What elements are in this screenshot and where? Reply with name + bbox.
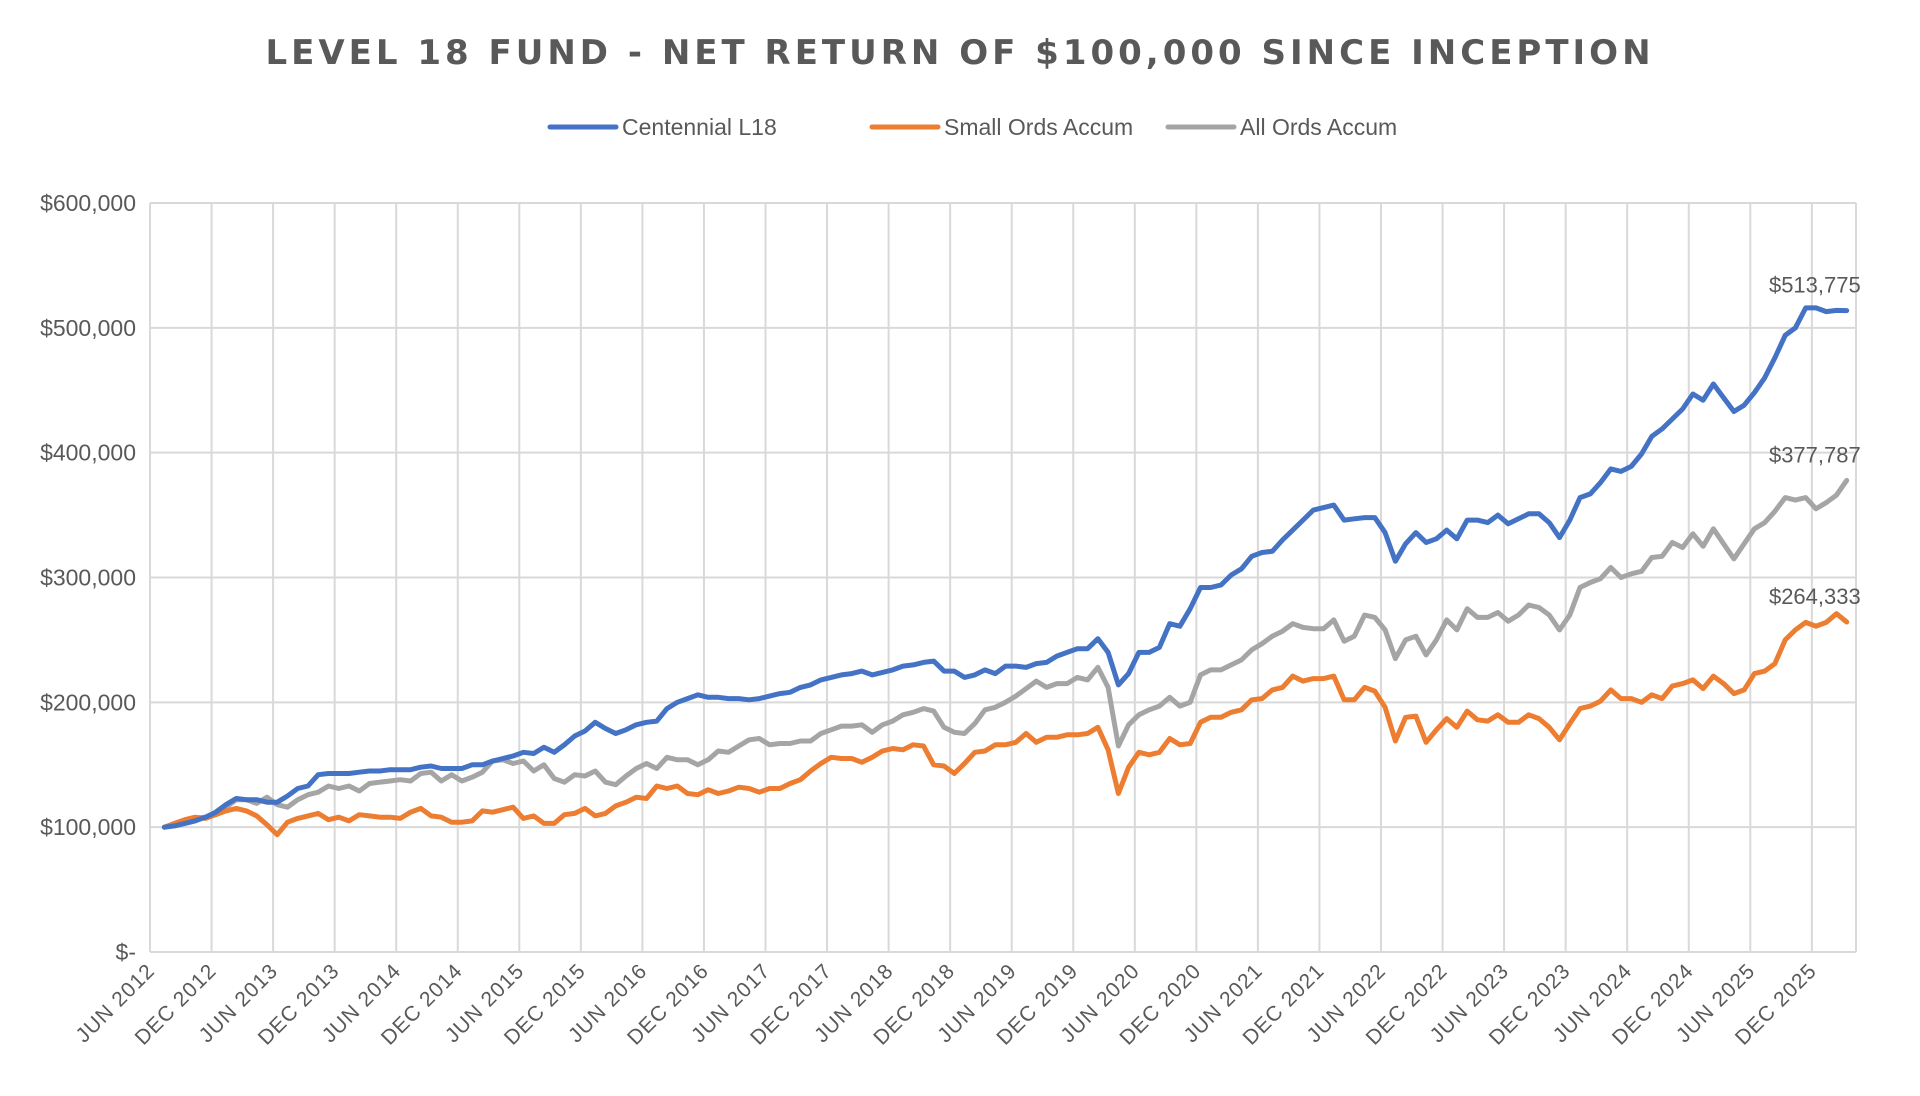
legend: Centennial L18 Small Ords Accum All Ords A… bbox=[547, 114, 1397, 140]
gridlines bbox=[149, 202, 1857, 953]
legend-label: Centennial L18 bbox=[622, 114, 777, 140]
end-value-label: $377,787 bbox=[1769, 442, 1861, 467]
y-tick-label: $200,000 bbox=[40, 689, 136, 715]
series-line-all-ords-accum bbox=[161, 477, 1850, 830]
series-line-centennial-l18 bbox=[161, 305, 1850, 830]
y-tick-label: $100,000 bbox=[40, 814, 136, 840]
y-tick-label: $- bbox=[116, 939, 136, 965]
legend-item: All Ords Accum bbox=[1165, 114, 1397, 140]
series-line-small-ords-accum bbox=[161, 611, 1850, 838]
y-tick-label: $400,000 bbox=[40, 440, 136, 466]
series-lines bbox=[161, 305, 1850, 838]
legend-item: Centennial L18 bbox=[547, 114, 777, 140]
chart-title: LEVEL 18 FUND - NET RETURN OF $100,000 S… bbox=[265, 33, 1654, 73]
y-tick-label: $600,000 bbox=[40, 190, 136, 216]
legend-label: Small Ords Accum bbox=[944, 114, 1133, 140]
end-value-label: $264,333 bbox=[1769, 584, 1861, 609]
y-tick-label: $300,000 bbox=[40, 565, 136, 591]
end-value-label: $513,775 bbox=[1769, 273, 1861, 298]
data-labels: $377,787 $264,333 $513,775 bbox=[1769, 273, 1861, 609]
y-axis-labels: $- $100,000 $200,000 $300,000 $400,000 $500,0… bbox=[40, 190, 136, 965]
y-tick-label: $500,000 bbox=[40, 315, 136, 341]
legend-item: Small Ords Accum bbox=[869, 114, 1133, 140]
legend-label: All Ords Accum bbox=[1240, 114, 1397, 140]
